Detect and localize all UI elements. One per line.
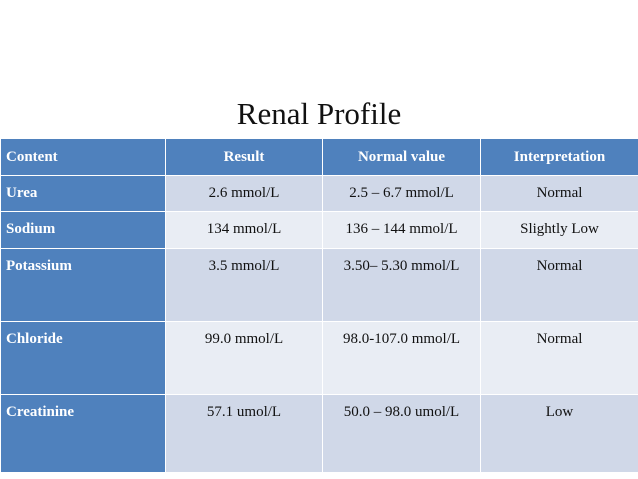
row-normal-value: 98.0-107.0 mmol/L [322,321,481,395]
row-result: 57.1 umol/L [165,394,323,473]
row-content: Potassium [0,248,166,322]
row-normal-value: 2.5 – 6.7 mmol/L [322,175,481,212]
header-interpretation: Interpretation [480,138,638,176]
header-normal-value: Normal value [322,138,481,176]
header-result: Result [165,138,323,176]
row-content: Creatinine [0,394,166,473]
row-content: Sodium [0,211,166,249]
row-interpretation: Normal [480,321,638,395]
row-content: Chloride [0,321,166,395]
table-row: Creatinine 57.1 umol/L 50.0 – 98.0 umol/… [0,394,638,473]
row-interpretation: Normal [480,175,638,212]
row-result: 2.6 mmol/L [165,175,323,212]
header-content: Content [0,138,166,176]
row-normal-value: 136 – 144 mmol/L [322,211,481,249]
slide-title: Renal Profile [236,96,402,131]
row-content: Urea [0,175,166,212]
row-result: 3.5 mmol/L [165,248,323,322]
row-result: 99.0 mmol/L [165,321,323,395]
renal-profile-table: Content Result Normal value Interpretati… [0,138,638,473]
row-interpretation: Low [480,394,638,473]
row-interpretation: Normal [480,248,638,322]
row-normal-value: 3.50– 5.30 mmol/L [322,248,481,322]
table-row: Chloride 99.0 mmol/L 98.0-107.0 mmol/L N… [0,321,638,395]
table-row: Sodium 134 mmol/L 136 – 144 mmol/L Sligh… [0,211,638,249]
row-result: 134 mmol/L [165,211,323,249]
table-row: Urea 2.6 mmol/L 2.5 – 6.7 mmol/L Normal [0,175,638,212]
row-normal-value: 50.0 – 98.0 umol/L [322,394,481,473]
table-header-row: Content Result Normal value Interpretati… [0,138,638,176]
row-interpretation: Slightly Low [480,211,638,249]
table-row: Potassium 3.5 mmol/L 3.50– 5.30 mmol/L N… [0,248,638,322]
